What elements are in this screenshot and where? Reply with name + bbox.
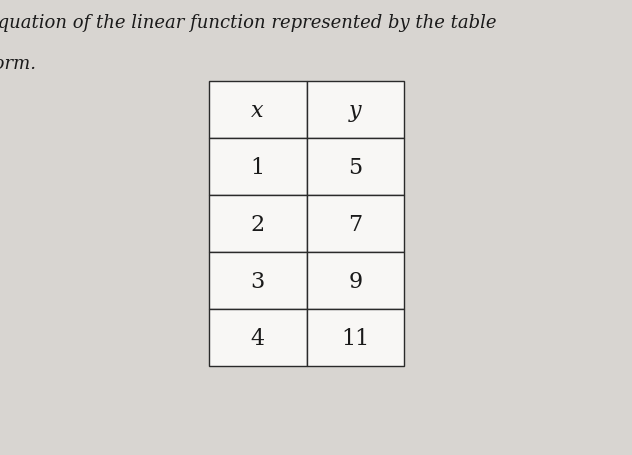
Bar — [307, 139, 404, 196]
Text: 5: 5 — [348, 156, 363, 178]
Text: 9: 9 — [348, 270, 363, 292]
Bar — [209, 196, 307, 253]
Text: 1: 1 — [250, 156, 265, 178]
Text: 11: 11 — [341, 327, 370, 349]
Text: form.: form. — [0, 55, 37, 72]
Bar — [307, 82, 404, 139]
Bar — [307, 196, 404, 253]
Text: 7: 7 — [348, 213, 363, 235]
Bar — [209, 309, 307, 366]
Text: 3: 3 — [250, 270, 265, 292]
Bar — [209, 82, 307, 139]
Text: x: x — [252, 99, 264, 121]
Bar — [307, 309, 404, 366]
Bar — [307, 253, 404, 309]
Text: equation of the linear function represented by the table: equation of the linear function represen… — [0, 14, 497, 31]
Text: y: y — [349, 99, 362, 121]
Bar — [209, 139, 307, 196]
Text: 4: 4 — [250, 327, 265, 349]
Bar — [209, 253, 307, 309]
Text: 2: 2 — [250, 213, 265, 235]
